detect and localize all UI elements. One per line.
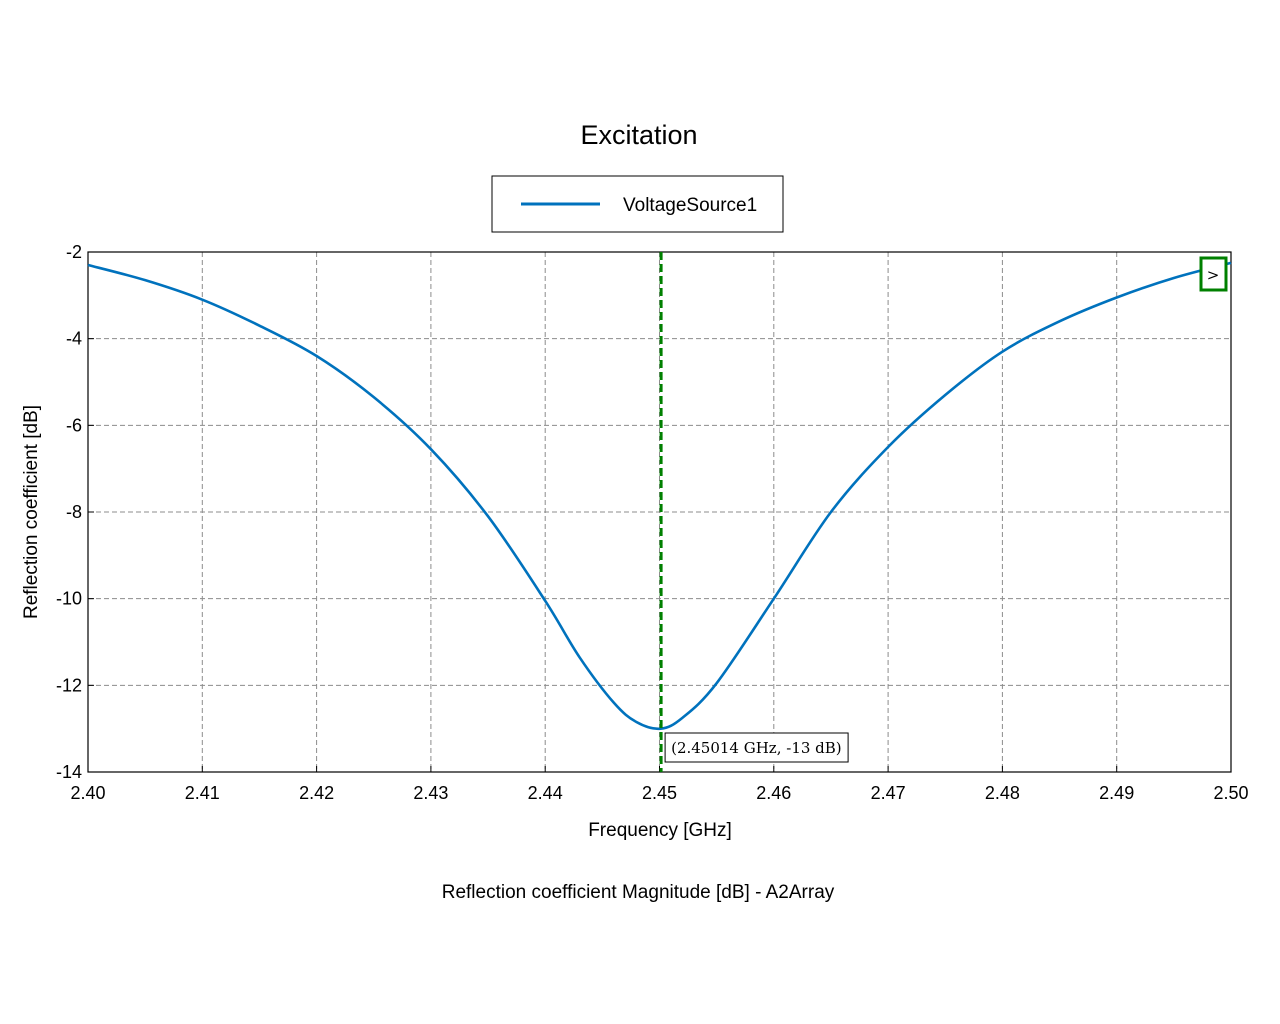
grid xyxy=(88,252,1231,772)
chart-title: Excitation xyxy=(580,120,697,150)
y-tick-label: -10 xyxy=(56,589,82,609)
x-tick-label: 2.47 xyxy=(871,783,906,803)
y-axis-label: Reflection coefficient [dB] xyxy=(21,405,42,619)
chart-footer: Reflection coefficient Magnitude [dB] - … xyxy=(442,882,835,903)
y-tick-label: -2 xyxy=(66,242,82,262)
x-tick-label: 2.43 xyxy=(413,783,448,803)
x-tick-label: 2.50 xyxy=(1213,783,1248,803)
marker-label-box xyxy=(664,732,849,763)
y-tick-label: -4 xyxy=(66,329,82,349)
x-tick-label: 2.40 xyxy=(70,783,105,803)
legend-label-voltagesource1: VoltageSource1 xyxy=(623,195,757,216)
x-axis-ticks: 2.40 2.41 2.42 2.43 2.44 2.45 2.46 2.47 2.48 2.49… xyxy=(70,766,1249,803)
marker-layer[interactable]: (2.45014 GHz, -13 dB) > xyxy=(659,252,1228,772)
x-axis-label: Frequency [GHz] xyxy=(588,820,732,841)
series-line-voltagesource1 xyxy=(87,261,1232,731)
x-tick-label: 2.41 xyxy=(185,783,220,803)
x-tick-label: 2.44 xyxy=(528,783,563,803)
y-tick-label: -12 xyxy=(56,675,82,695)
marker-edge-box xyxy=(1199,256,1228,292)
y-tick-label: -8 xyxy=(66,502,82,522)
marker-label: (2.45014 GHz, -13 dB) xyxy=(671,739,842,757)
marker-edge-arrow: > xyxy=(1207,266,1220,284)
y-axis-ticks: -2 -4 -6 -8 -10 -12 -14 xyxy=(56,242,94,782)
y-tick-label: -14 xyxy=(56,762,82,782)
x-tick-label: 2.42 xyxy=(299,783,334,803)
x-tick-label: 2.45 xyxy=(642,783,677,803)
x-tick-label: 2.46 xyxy=(756,783,791,803)
y-tick-label: -6 xyxy=(66,415,82,435)
series-layer xyxy=(87,261,1232,731)
legend[interactable]: VoltageSource1 xyxy=(491,175,784,233)
x-tick-label: 2.49 xyxy=(1099,783,1134,803)
x-tick-label: 2.48 xyxy=(985,783,1020,803)
